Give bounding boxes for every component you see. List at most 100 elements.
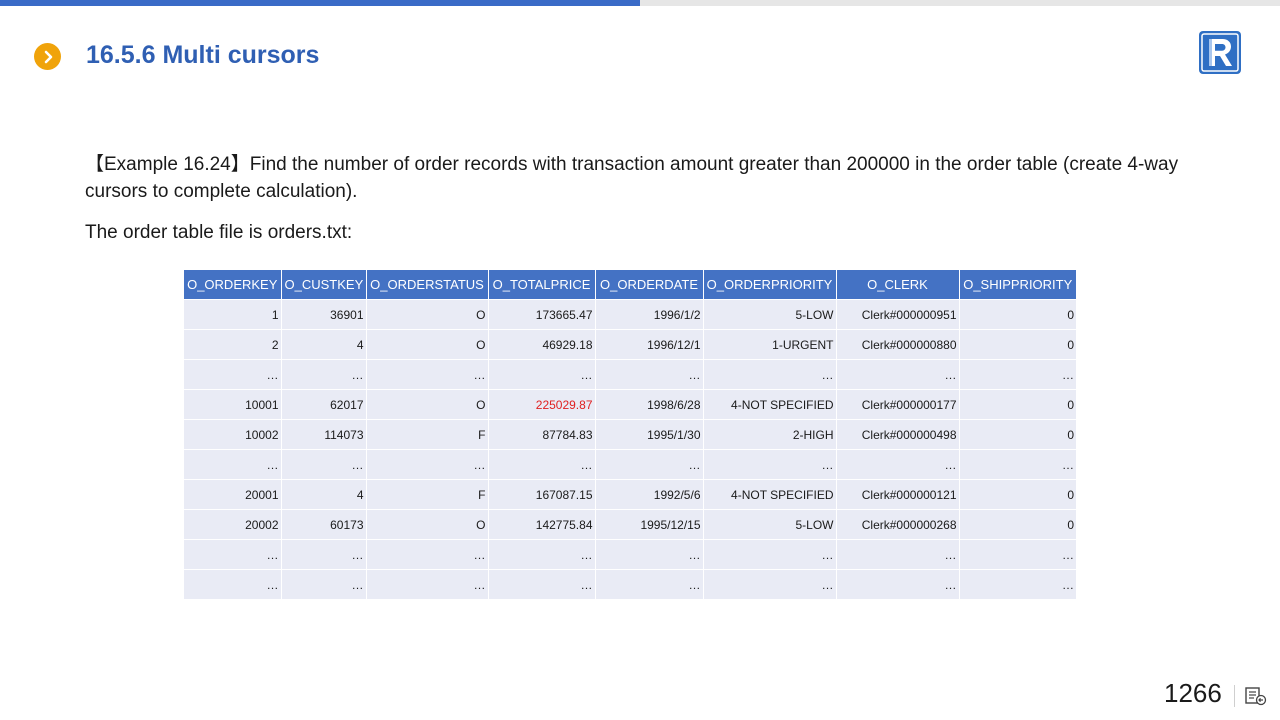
table-cell: …: [281, 359, 367, 390]
column-header: O_ORDERPRIORITY: [703, 270, 837, 300]
table-cell: 142775.84: [488, 509, 596, 540]
table-cell: 2-HIGH: [703, 419, 837, 450]
table-cell: …: [959, 569, 1076, 599]
table-cell: 173665.47: [488, 299, 596, 330]
table-row: ……………………: [184, 539, 1076, 570]
r-logo-icon: [1199, 31, 1241, 74]
column-header: O_SHIPPRIORITY: [959, 270, 1076, 300]
table-cell: 10001: [184, 389, 282, 420]
table-cell: …: [281, 569, 367, 599]
table-cell: Clerk#000000268: [836, 509, 960, 540]
table-cell: 1995/12/15: [595, 509, 704, 540]
table-cell: 0: [959, 329, 1076, 360]
column-header: O_CUSTKEY: [281, 270, 367, 300]
table-cell: …: [488, 569, 596, 599]
table-cell: F: [366, 479, 489, 510]
table-cell: 0: [959, 479, 1076, 510]
table-cell: 4-NOT SPECIFIED: [703, 389, 837, 420]
table-cell: F: [366, 419, 489, 450]
page-number: 1266: [1164, 678, 1222, 708]
table-cell: …: [836, 359, 960, 390]
table-cell: …: [959, 359, 1076, 390]
table-cell: …: [703, 449, 837, 480]
table-cell: 1992/5/6: [595, 479, 704, 510]
table-cell: O: [366, 329, 489, 360]
table-row: 20001 4 F 167087.15 1992/5/6 4-NOT SPECIFIED C…: [184, 479, 1076, 510]
table-cell: …: [959, 449, 1076, 480]
column-header: O_TOTALPRICE: [488, 270, 596, 300]
table-cell: …: [488, 359, 596, 390]
table-cell: …: [281, 539, 367, 570]
table-cell: …: [366, 359, 489, 390]
table-cell: …: [595, 539, 704, 570]
chevron-right-icon: [34, 43, 61, 70]
table-cell: Clerk#000000951: [836, 299, 960, 330]
table-cell: …: [595, 449, 704, 480]
table-cell: 60173: [281, 509, 367, 540]
table-cell: …: [595, 359, 704, 390]
slide-title: 16.5.6 Multi cursors: [86, 41, 320, 69]
table-cell: …: [184, 569, 282, 599]
table-cell: …: [488, 449, 596, 480]
column-header: O_ORDERKEY: [184, 270, 282, 300]
notes-icon[interactable]: [1245, 686, 1267, 706]
table-cell: O: [366, 509, 489, 540]
table-header-row: O_ORDERKEY O_CUSTKEY O_ORDERSTATUS O_TOTALP…: [184, 270, 1076, 300]
table-cell: 114073: [281, 419, 367, 450]
table-cell: 5-LOW: [703, 299, 837, 330]
table-cell: …: [959, 539, 1076, 570]
table-cell: 4: [281, 329, 367, 360]
table-cell: …: [595, 569, 704, 599]
table-cell: 5-LOW: [703, 509, 837, 540]
table-cell: 0: [959, 509, 1076, 540]
table-cell: 225029.87: [488, 389, 596, 420]
table-cell: …: [184, 359, 282, 390]
table-cell: …: [366, 569, 489, 599]
table-cell: 1995/1/30: [595, 419, 704, 450]
table-row: ……………………: [184, 569, 1076, 599]
table-cell: …: [703, 569, 837, 599]
table-cell: 4: [281, 479, 367, 510]
table-cell: …: [184, 449, 282, 480]
table-row: 2 4 O 46929.18 1996/12/1 1-URGENT Clerk#000000…: [184, 329, 1076, 360]
table-cell: …: [703, 359, 837, 390]
table-cell: 20001: [184, 479, 282, 510]
table-cell: …: [366, 449, 489, 480]
table-cell: 2: [184, 329, 282, 360]
example-description: 【Example 16.24】Find the number of order …: [85, 154, 1179, 202]
table-cell: 46929.18: [488, 329, 596, 360]
table-cell: 4-NOT SPECIFIED: [703, 479, 837, 510]
footer-divider: [1234, 685, 1235, 707]
table-cell: …: [488, 539, 596, 570]
table-cell: …: [836, 569, 960, 599]
file-description: The order table file is orders.txt:: [85, 222, 353, 243]
table-row: 1 36901 O 173665.47 1996/1/2 5-LOW Clerk#00000…: [184, 299, 1076, 330]
column-header: O_CLERK: [836, 270, 960, 300]
table-cell: 0: [959, 419, 1076, 450]
slide-progress-track: [0, 0, 1280, 6]
table-cell: O: [366, 389, 489, 420]
orders-table: O_ORDERKEY O_CUSTKEY O_ORDERSTATUS O_TOTALP…: [184, 270, 1076, 599]
table-cell: …: [281, 449, 367, 480]
table-cell: 1-URGENT: [703, 329, 837, 360]
slide-progress-bar: [0, 0, 640, 6]
table-row: 10002 114073 F 87784.83 1995/1/30 2-HIGH Clerk…: [184, 419, 1076, 450]
table-cell: 20002: [184, 509, 282, 540]
table-cell: 1998/6/28: [595, 389, 704, 420]
table-cell: 1996/1/2: [595, 299, 704, 330]
column-header: O_ORDERSTATUS: [366, 270, 489, 300]
table-cell: …: [836, 449, 960, 480]
table-cell: …: [184, 539, 282, 570]
column-header: O_ORDERDATE: [595, 270, 704, 300]
table-cell: Clerk#000000121: [836, 479, 960, 510]
table-cell: 10002: [184, 419, 282, 450]
table-cell: 36901: [281, 299, 367, 330]
table-cell: 0: [959, 389, 1076, 420]
table-row: 20002 60173 O 142775.84 1995/12/15 5-LOW Clerk…: [184, 509, 1076, 540]
table-cell: 167087.15: [488, 479, 596, 510]
table-cell: O: [366, 299, 489, 330]
table-cell: …: [703, 539, 837, 570]
table-cell: Clerk#000000177: [836, 389, 960, 420]
table-cell: 1: [184, 299, 282, 330]
table-cell: 87784.83: [488, 419, 596, 450]
